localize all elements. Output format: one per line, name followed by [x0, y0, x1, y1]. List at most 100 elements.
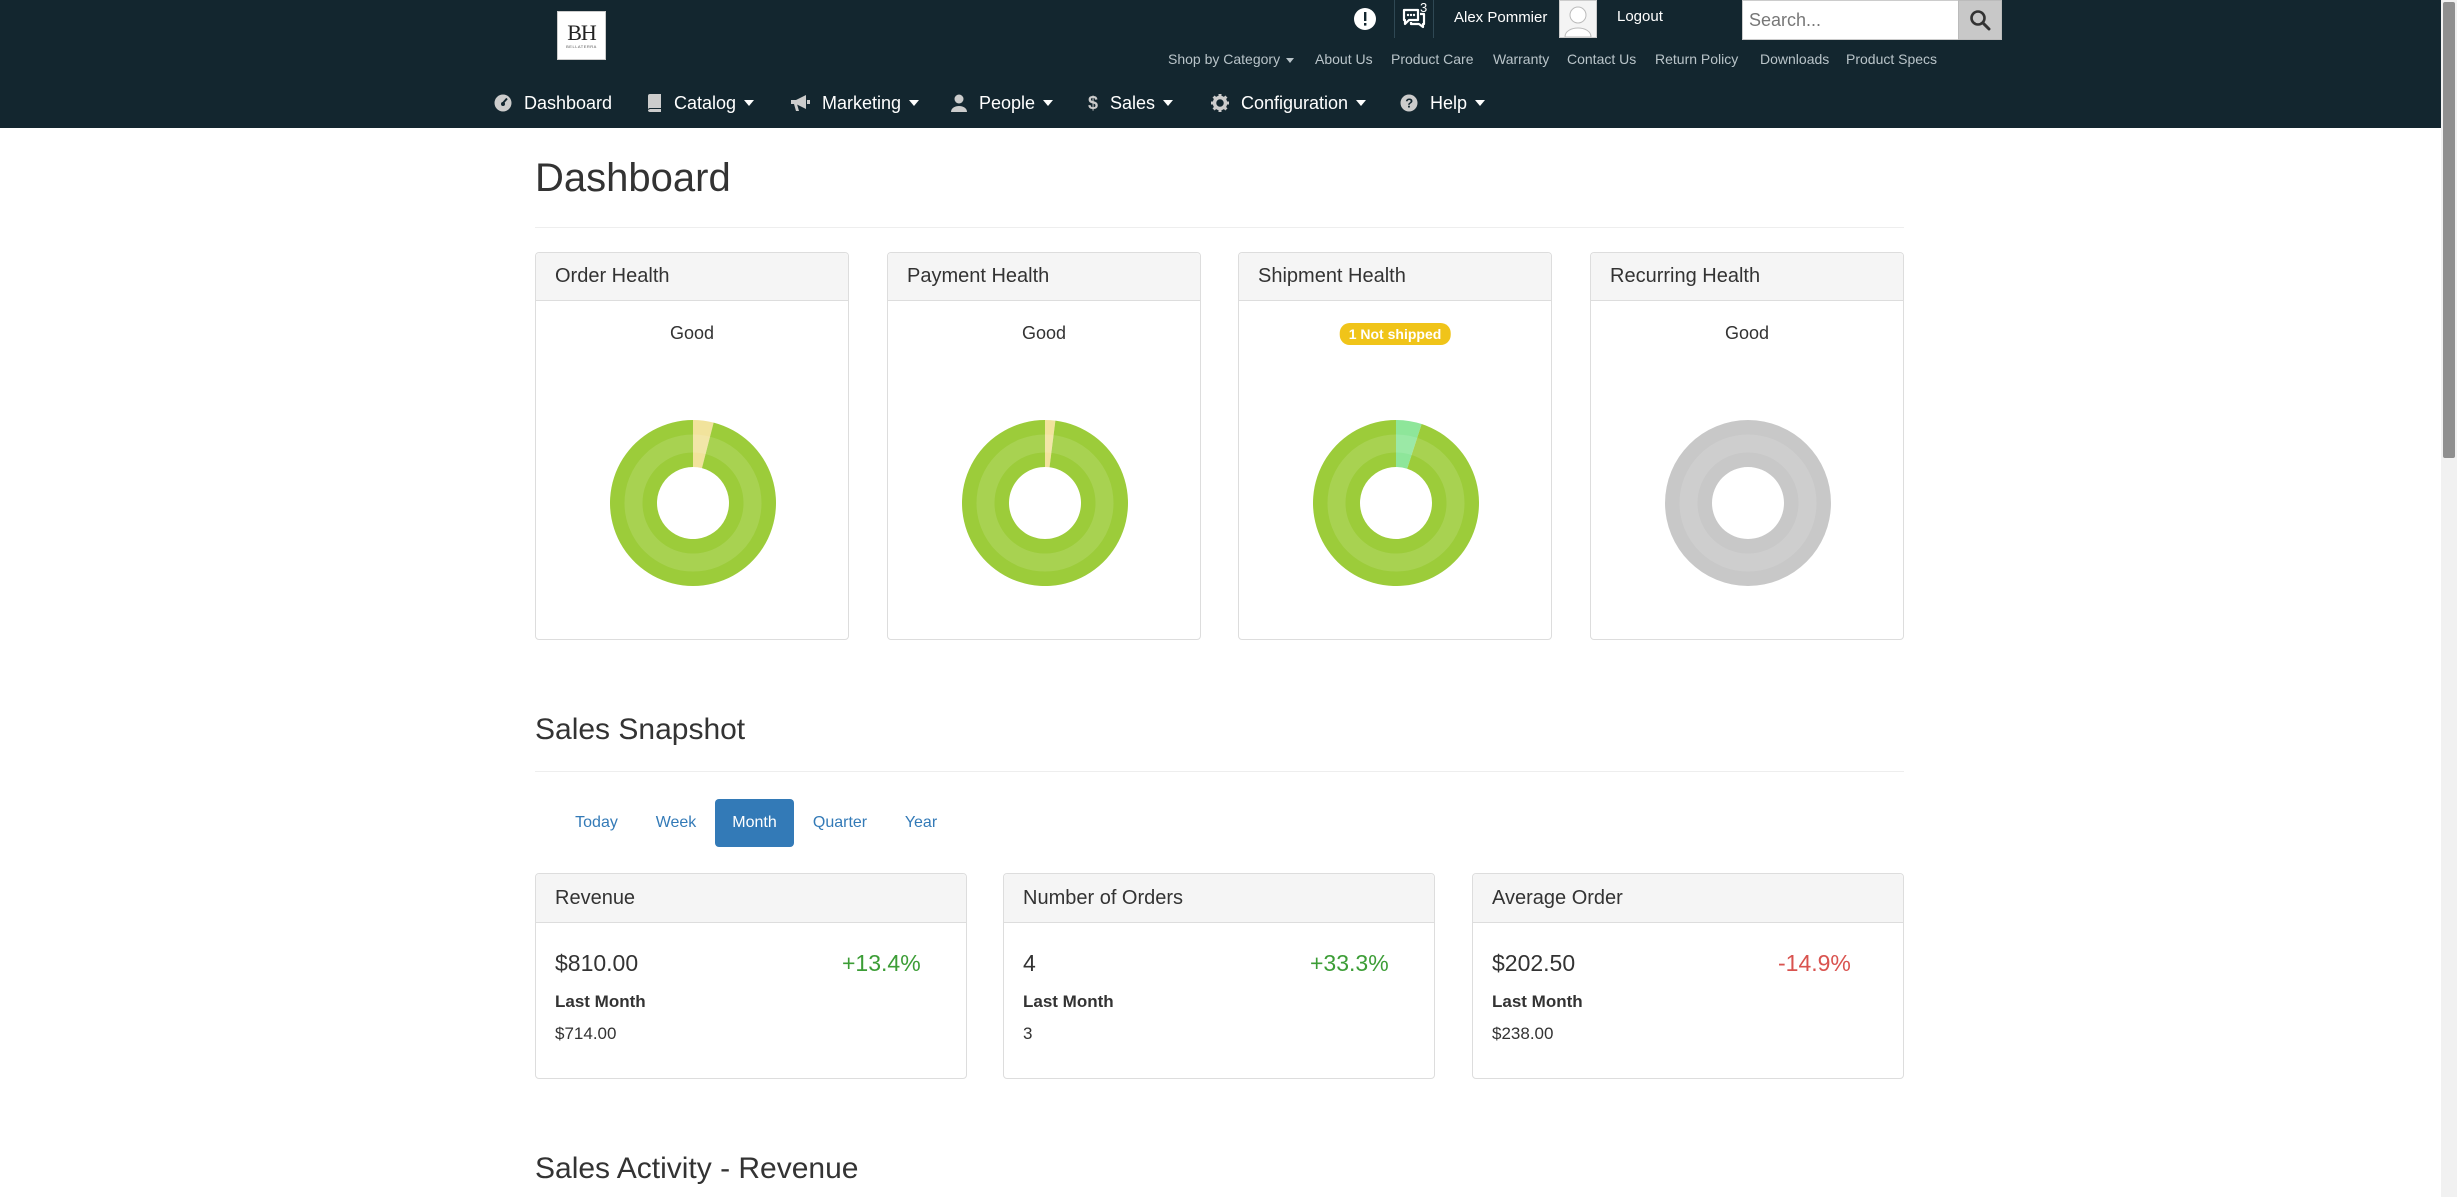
stat-value: 4 — [1023, 950, 1036, 976]
user-icon — [951, 94, 967, 112]
alerts-icon[interactable] — [1352, 6, 1378, 32]
divider — [535, 771, 1904, 772]
stat-value: $810.00 — [555, 950, 639, 976]
tab-month[interactable]: Month — [715, 799, 794, 847]
util-link-downloads[interactable]: Downloads — [1760, 51, 1830, 67]
stat-change: +13.4% — [842, 950, 921, 976]
sales-snapshot-title: Sales Snapshot — [535, 713, 746, 746]
shipment-health-panel: Shipment Health 1 Not shipped — [1238, 252, 1552, 640]
payment-health-donut — [962, 420, 1128, 586]
order-health-panel: Order Health Good — [535, 252, 849, 640]
logo-monogram: BH — [567, 20, 597, 45]
health-status: Good — [1724, 323, 1770, 343]
donut-segment-minor — [1045, 420, 1056, 468]
average-order-panel: Average Order $202.50 -14.9% Last Month … — [1472, 873, 1904, 1079]
chevron-down-icon — [1286, 57, 1295, 63]
logo-wordmark: BELLATERRA — [566, 44, 597, 49]
gear-icon — [1211, 94, 1229, 112]
donut-segment-main — [962, 420, 1128, 586]
svg-text:$: $ — [1088, 93, 1098, 113]
compare-label: Last Month — [1492, 992, 1583, 1011]
order-health-donut — [610, 420, 776, 586]
bullhorn-icon — [791, 95, 810, 111]
recurring-health-donut — [1665, 420, 1831, 586]
utility-nav: Shop by Category About Us Product Care W… — [0, 51, 2441, 71]
util-link-return-policy[interactable]: Return Policy — [1655, 51, 1739, 67]
chevron-down-icon — [744, 100, 755, 106]
chevron-down-icon — [1043, 100, 1054, 106]
nav-help[interactable]: ? Help — [1400, 88, 1486, 118]
search-icon — [1970, 10, 1991, 31]
main-nav: Dashboard Catalog Marketing People $ Sal… — [0, 88, 2441, 118]
svg-text:?: ? — [1405, 96, 1413, 111]
page-title: Dashboard — [535, 156, 731, 200]
stat-change: +33.3% — [1310, 950, 1389, 976]
messages-count: 3 — [1420, 0, 1428, 15]
nav-sales[interactable]: $ Sales — [1088, 88, 1174, 118]
panel-title: Order Health — [536, 253, 848, 301]
messages-icon[interactable] — [1394, 0, 1434, 38]
not-shipped-badge[interactable]: 1 Not shipped — [1339, 323, 1451, 345]
dashboard-icon — [494, 94, 512, 112]
stat-value: $202.50 — [1492, 950, 1576, 976]
donut-sheen — [1679, 434, 1817, 572]
donut-segment-main — [1665, 420, 1831, 586]
donut-sheen — [624, 434, 762, 572]
tab-today[interactable]: Today — [575, 814, 618, 831]
revenue-panel: Revenue $810.00 +13.4% Last Month $714.0… — [535, 873, 967, 1079]
panel-title: Revenue — [536, 874, 966, 923]
util-link-about-us[interactable]: About Us — [1315, 51, 1373, 67]
chevron-down-icon — [1356, 100, 1367, 106]
dollar-icon: $ — [1088, 93, 1098, 113]
scrollbar-thumb[interactable] — [2443, 2, 2455, 458]
nav-people[interactable]: People — [951, 88, 1054, 118]
search-input[interactable] — [1742, 0, 1959, 40]
compare-value: $238.00 — [1492, 1024, 1554, 1043]
panel-title: Number of Orders — [1004, 874, 1434, 923]
recurring-health-panel: Recurring Health Good — [1590, 252, 1904, 640]
divider — [535, 227, 1904, 228]
payment-health-panel: Payment Health Good — [887, 252, 1201, 640]
util-link-product-care[interactable]: Product Care — [1391, 51, 1474, 67]
util-link-warranty[interactable]: Warranty — [1493, 51, 1550, 67]
donut-sheen — [976, 434, 1114, 572]
sales-activity-title: Sales Activity - Revenue — [535, 1152, 859, 1185]
donut-sheen — [1327, 434, 1465, 572]
compare-label: Last Month — [555, 992, 646, 1011]
search-button[interactable] — [1958, 0, 2002, 40]
chevron-down-icon — [909, 100, 920, 106]
logout-link[interactable]: Logout — [1617, 8, 1663, 25]
panel-title: Average Order — [1473, 874, 1903, 923]
donut-segment-minor — [693, 420, 714, 469]
user-name[interactable]: Alex Pommier — [1454, 9, 1548, 26]
util-link-shop-by-category[interactable]: Shop by Category — [1168, 51, 1295, 67]
panel-title: Payment Health — [888, 253, 1200, 301]
stat-change: -14.9% — [1778, 950, 1851, 976]
health-status: Good — [1021, 323, 1067, 343]
compare-value: 3 — [1023, 1024, 1033, 1043]
nav-catalog[interactable]: Catalog — [646, 88, 755, 118]
nav-dashboard[interactable]: Dashboard — [494, 88, 612, 118]
compare-label: Last Month — [1023, 992, 1114, 1011]
donut-segment-main — [1313, 420, 1479, 586]
nav-configuration[interactable]: Configuration — [1211, 88, 1367, 118]
tab-year[interactable]: Year — [904, 814, 938, 831]
compare-value: $714.00 — [555, 1024, 617, 1043]
help-icon: ? — [1400, 94, 1418, 112]
tab-quarter[interactable]: Quarter — [812, 814, 868, 831]
user-avatar[interactable] — [1559, 0, 1597, 38]
orders-panel: Number of Orders 4 +33.3% Last Month 3 — [1003, 873, 1435, 1079]
tab-week[interactable]: Week — [655, 814, 697, 831]
top-header: BH BELLATERRA 3 Alex Pommier Logout Shop… — [0, 0, 2441, 128]
chevron-down-icon — [1163, 100, 1174, 106]
util-link-product-specs[interactable]: Product Specs — [1846, 51, 1938, 67]
util-link-contact-us[interactable]: Contact Us — [1567, 51, 1637, 67]
panel-title: Shipment Health — [1239, 253, 1551, 301]
book-icon — [648, 94, 661, 112]
store-logo[interactable]: BH BELLATERRA — [557, 11, 606, 60]
panel-title: Recurring Health — [1591, 253, 1903, 301]
nav-marketing[interactable]: Marketing — [790, 88, 920, 118]
chevron-down-icon — [1475, 100, 1486, 106]
donut-segment-minor — [1396, 420, 1422, 469]
donut-segment-main — [610, 420, 776, 586]
